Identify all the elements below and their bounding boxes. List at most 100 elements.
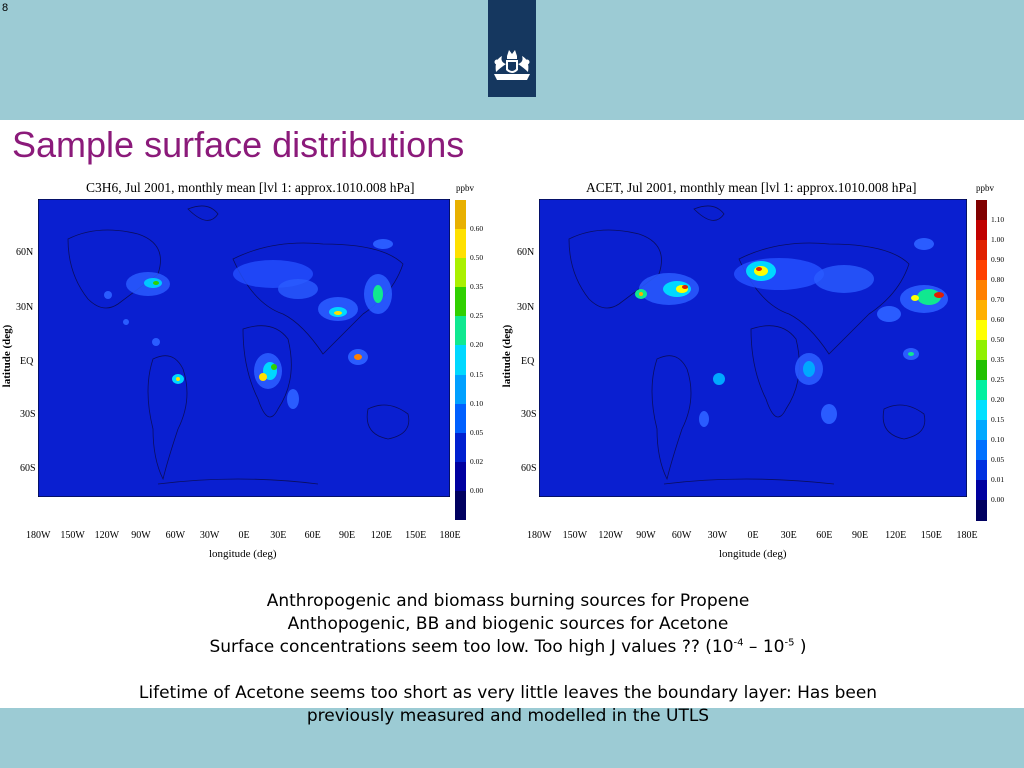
colorbar-segment bbox=[455, 287, 466, 317]
colorbar-segment bbox=[455, 229, 466, 259]
colorbar-segment bbox=[455, 200, 466, 230]
colorbar-segment bbox=[976, 420, 987, 441]
x-tick: 150E bbox=[405, 530, 427, 541]
colorbar-tick: 0.00 bbox=[470, 485, 484, 495]
colorbar bbox=[976, 200, 987, 521]
colorbar-segment bbox=[455, 374, 466, 405]
x-tick: 90E bbox=[338, 530, 356, 541]
x-tick: 120E bbox=[885, 530, 907, 541]
colorbar-segment bbox=[455, 316, 466, 346]
y-tick: 30N bbox=[517, 302, 535, 313]
x-tick: 60W bbox=[671, 530, 692, 541]
x-tick: 90W bbox=[131, 530, 151, 541]
colorbar-segment bbox=[976, 220, 987, 241]
caption-line: Anthopogenic, BB and biogenic sources fo… bbox=[287, 614, 729, 634]
x-tick: 180W bbox=[26, 530, 51, 541]
x-axis-label: longitude (deg) bbox=[719, 548, 787, 560]
crest-icon bbox=[494, 50, 530, 80]
colorbar-tick: 0.50 bbox=[991, 335, 1005, 344]
colorbar-segment bbox=[455, 461, 466, 492]
x-axis-label: longitude (deg) bbox=[209, 548, 277, 560]
x-tick: 180W bbox=[527, 530, 552, 541]
x-tick: 180E bbox=[439, 530, 461, 541]
map-panel-acetone: ACET, Jul 2001, monthly mean [lvl 1: app… bbox=[500, 176, 1020, 576]
y-tick: EQ bbox=[521, 356, 535, 367]
colorbar-segment bbox=[976, 460, 987, 481]
page-title: Sample surface distributions bbox=[12, 124, 465, 165]
colorbar-segment bbox=[976, 200, 987, 221]
colorbar-tick: 0.50 bbox=[470, 253, 484, 263]
y-tick: 60N bbox=[517, 247, 535, 258]
colorbar-tick: 0.00 bbox=[991, 495, 1005, 504]
caption-block: Anthropogenic and biomass burning source… bbox=[0, 590, 1016, 728]
caption-line: Anthropogenic and biomass burning source… bbox=[266, 591, 750, 611]
x-tick: 150E bbox=[920, 530, 942, 541]
logo bbox=[488, 0, 536, 97]
colorbar-segment bbox=[976, 300, 987, 321]
colorbar-segment bbox=[976, 360, 987, 381]
x-tick: 60E bbox=[816, 530, 833, 541]
x-tick: 90E bbox=[851, 530, 869, 541]
x-tick: 60W bbox=[165, 530, 186, 541]
y-tick: 30N bbox=[16, 302, 34, 313]
colorbar-tick: 0.60 bbox=[470, 224, 484, 234]
x-tick: 90W bbox=[636, 530, 656, 541]
map-panel-propene: C3H6, Jul 2001, monthly mean [lvl 1: app… bbox=[0, 176, 484, 576]
x-tick: 180E bbox=[956, 530, 978, 541]
colorbar-segment bbox=[976, 320, 987, 341]
colorbar-tick: 0.80 bbox=[991, 275, 1005, 284]
y-tick: 60S bbox=[20, 463, 36, 474]
colorbar-segment bbox=[976, 380, 987, 401]
caption-text: Surface concentrations seem too low. Too… bbox=[209, 637, 734, 657]
colorbar-segment bbox=[976, 480, 987, 501]
caption-text: ) bbox=[794, 637, 807, 657]
colorbar-tick: 0.70 bbox=[991, 295, 1005, 304]
x-tick: 150W bbox=[60, 530, 85, 541]
colorbar-segment bbox=[976, 440, 987, 461]
colorbar-tick: 1.00 bbox=[991, 235, 1005, 244]
map-title: C3H6, Jul 2001, monthly mean [lvl 1: app… bbox=[86, 180, 415, 195]
colorbar-tick: 0.20 bbox=[470, 340, 484, 350]
map-plot bbox=[539, 199, 967, 497]
x-tick: 0E bbox=[747, 530, 759, 541]
colorbar-tick: 0.25 bbox=[991, 375, 1005, 384]
x-tick: 30W bbox=[707, 530, 728, 541]
x-tick: 120W bbox=[598, 530, 623, 541]
colorbar-tick: 0.15 bbox=[991, 415, 1005, 424]
x-tick: 120W bbox=[94, 530, 120, 541]
y-axis-label: latitude (deg) bbox=[1, 324, 13, 388]
colorbar-tick: 0.90 bbox=[991, 255, 1005, 264]
colorbar-tick: 0.25 bbox=[470, 311, 484, 321]
y-tick: 30S bbox=[20, 409, 36, 420]
colorbar bbox=[455, 200, 466, 521]
caption-line: previously measured and modelled in the … bbox=[306, 706, 710, 726]
x-tick: 0E bbox=[238, 530, 250, 541]
colorbar-segment bbox=[976, 240, 987, 261]
x-tick: 120E bbox=[370, 530, 392, 541]
y-tick: 30S bbox=[521, 409, 537, 420]
colorbar-segment bbox=[455, 258, 466, 288]
colorbar-tick: 0.05 bbox=[470, 427, 484, 437]
colorbar-tick: 0.35 bbox=[470, 282, 484, 292]
colorbar-tick: 0.02 bbox=[470, 456, 484, 466]
caption-text: – 10 bbox=[743, 637, 785, 657]
caption-line: Lifetime of Acetone seems too short as v… bbox=[138, 683, 878, 703]
x-tick: 30W bbox=[199, 530, 220, 541]
exponent: -4 bbox=[733, 637, 744, 649]
exponent: -5 bbox=[784, 637, 795, 649]
colorbar-unit: ppbv bbox=[456, 183, 474, 193]
colorbar-tick: 0.15 bbox=[470, 369, 484, 379]
slide-number: 8 bbox=[2, 2, 9, 14]
footer-bar bbox=[0, 708, 1024, 768]
y-tick: EQ bbox=[20, 356, 34, 367]
map-plot bbox=[38, 199, 450, 497]
x-tick: 30E bbox=[270, 530, 287, 541]
x-tick: 60E bbox=[304, 530, 321, 541]
x-tick: 150W bbox=[562, 530, 588, 541]
colorbar-unit: ppbv bbox=[976, 183, 994, 193]
caption-line: Surface concentrations seem too low. Too… bbox=[0, 636, 1016, 659]
colorbar-tick: 0.10 bbox=[470, 398, 484, 408]
colorbar-segment bbox=[976, 340, 987, 361]
y-tick: 60S bbox=[521, 463, 537, 474]
colorbar-tick: 0.20 bbox=[991, 395, 1005, 404]
